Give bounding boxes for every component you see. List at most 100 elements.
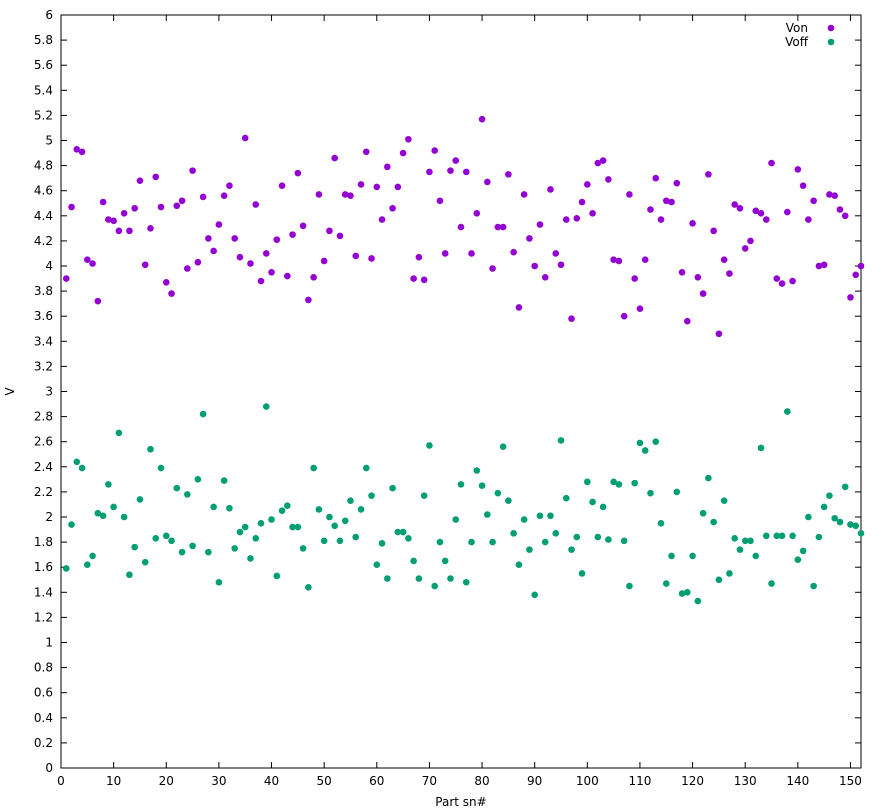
point-voff [436, 538, 444, 546]
point-von [684, 317, 691, 325]
point-von [841, 212, 849, 220]
point-von [220, 192, 228, 200]
y-tick-label: 0.2 [34, 736, 53, 750]
point-von [394, 183, 402, 191]
point-voff [594, 533, 602, 541]
point-voff [589, 498, 596, 506]
point-von [310, 273, 317, 281]
point-von [673, 179, 681, 187]
point-voff [699, 509, 707, 517]
point-von [152, 173, 160, 181]
point-voff [431, 582, 438, 590]
x-tick-label: 90 [527, 774, 542, 788]
point-von [305, 296, 312, 304]
point-voff [362, 464, 370, 472]
point-voff [99, 512, 107, 520]
point-voff [141, 558, 149, 566]
point-von [352, 252, 360, 260]
point-von [299, 222, 307, 230]
point-voff [705, 474, 712, 482]
point-voff [652, 438, 660, 446]
point-voff [273, 572, 281, 580]
point-voff [615, 481, 623, 488]
point-voff [78, 464, 86, 472]
point-von [568, 315, 575, 323]
point-von [489, 265, 496, 272]
point-von [252, 201, 260, 208]
point-von [78, 148, 86, 156]
point-von [605, 176, 612, 183]
y-tick-label: 0.4 [34, 711, 53, 725]
point-voff [252, 535, 260, 542]
point-von [799, 182, 807, 189]
point-von [68, 203, 75, 211]
y-tick-label: 2.4 [34, 460, 53, 474]
point-voff [610, 478, 617, 486]
point-von [436, 197, 444, 205]
point-voff [636, 439, 644, 447]
y-tick-label: 1 [45, 636, 53, 650]
point-voff [736, 546, 744, 553]
point-von [836, 206, 844, 213]
point-voff [715, 576, 723, 584]
point-voff [268, 516, 275, 523]
point-voff [568, 546, 575, 553]
y-tick-label: 0.8 [34, 661, 53, 675]
point-von [705, 171, 712, 178]
point-voff [536, 512, 544, 520]
y-tick-label: 3.6 [34, 309, 53, 323]
point-von [626, 191, 633, 198]
point-voff [105, 481, 112, 488]
point-von [778, 280, 786, 287]
point-von [515, 304, 523, 311]
point-voff [778, 532, 786, 540]
y-tick-label: 2.6 [34, 435, 53, 449]
point-voff [394, 528, 402, 536]
point-von [726, 270, 733, 277]
point-von [205, 235, 212, 242]
point-voff [473, 467, 481, 474]
point-voff [241, 523, 249, 531]
point-voff [552, 530, 560, 537]
point-von [410, 275, 417, 282]
point-von [431, 147, 438, 154]
point-voff [641, 447, 649, 454]
point-voff [478, 482, 486, 489]
point-von [347, 192, 354, 200]
point-von [215, 221, 223, 228]
point-voff [505, 497, 512, 504]
point-von [826, 191, 833, 198]
point-voff [799, 547, 807, 555]
point-von [652, 174, 660, 182]
point-voff [541, 538, 549, 546]
point-voff [694, 597, 702, 605]
point-voff [773, 532, 781, 540]
point-von [357, 181, 365, 188]
point-voff [726, 570, 733, 577]
point-von [257, 277, 265, 285]
legend-marker-von [827, 24, 835, 32]
point-von [647, 206, 654, 213]
point-voff [847, 521, 854, 528]
point-von [615, 257, 623, 265]
point-von [157, 203, 165, 211]
point-von [468, 250, 475, 257]
point-voff [647, 489, 654, 497]
point-von [505, 171, 512, 178]
y-tick-label: 4.4 [34, 209, 53, 223]
point-voff [457, 481, 465, 488]
y-axis: 0 0.2 0.4 0.6 0.8 1 1.2 1.4 1.6 1.8 2 2.2 2.4 2.6 2.8 3… [34, 8, 861, 775]
point-voff [226, 504, 233, 512]
point-von [831, 192, 838, 200]
x-tick-label: 50 [317, 774, 332, 788]
point-von [694, 273, 702, 281]
point-voff [399, 528, 407, 536]
point-von [62, 275, 70, 282]
point-voff [531, 591, 538, 599]
point-voff [657, 519, 665, 527]
point-von [457, 223, 465, 231]
point-voff [462, 578, 470, 586]
y-tick-label: 2 [45, 510, 53, 524]
point-von [536, 221, 544, 228]
